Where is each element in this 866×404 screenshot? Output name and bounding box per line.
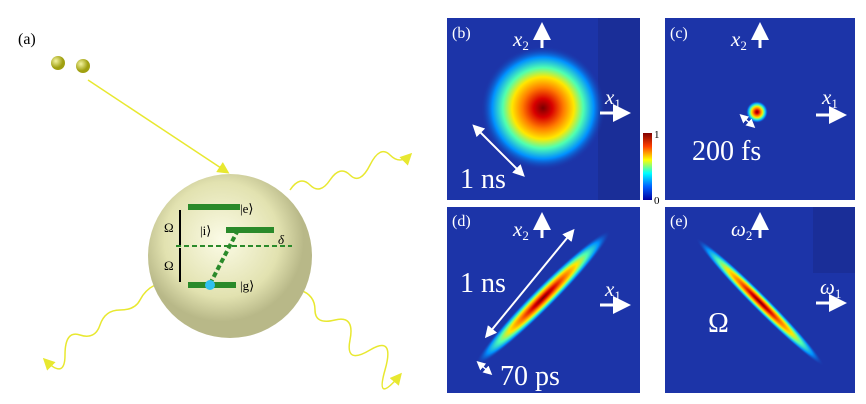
y-axis-label: x2 (512, 27, 529, 53)
scale-arrow (472, 124, 525, 177)
x-axis-label: ω1 (820, 275, 841, 301)
panel-strip (813, 207, 855, 273)
panel-label: (e) (670, 213, 688, 230)
atom (51, 56, 65, 70)
emission-waves (42, 150, 413, 390)
x-axis-label: x1 (604, 85, 621, 111)
rabi-label: Ω (164, 220, 174, 235)
scale-label: Ω (708, 308, 729, 339)
scale-arrow (739, 114, 756, 128)
wavepacket (746, 101, 768, 123)
level-label: |e⟩ (240, 201, 253, 216)
scale-label: 70 ps (500, 361, 560, 392)
colorbar (643, 133, 652, 200)
y-axis-label: x2 (730, 27, 747, 53)
spectrum (696, 238, 824, 366)
panel-label: (d) (452, 213, 471, 230)
atom (76, 59, 90, 73)
level-label: |g⟩ (240, 278, 254, 293)
rabi-label: Ω (164, 258, 174, 273)
level-diagram (176, 204, 292, 290)
scale-label: 200 fs (692, 136, 761, 167)
panel-label: (b) (452, 25, 471, 42)
scale-arrow (484, 228, 575, 339)
scale-label: 1 ns (460, 268, 506, 299)
x-axis-label: x1 (604, 277, 621, 303)
x-axis-label: x1 (821, 85, 838, 111)
detuning-label: δ (278, 232, 285, 247)
colorbar-max: 1 (654, 129, 660, 141)
incoming-arrow (87, 79, 230, 174)
y-axis-label: ω2 (731, 217, 752, 243)
colorbar-min: 0 (654, 195, 660, 207)
cavity-sphere (148, 174, 312, 338)
scale-arrow (476, 361, 493, 375)
panel-label: (a) (18, 31, 36, 48)
scale-label: 1 ns (460, 164, 506, 195)
panel-label: (c) (670, 25, 688, 42)
level-label: |i⟩ (200, 223, 211, 238)
